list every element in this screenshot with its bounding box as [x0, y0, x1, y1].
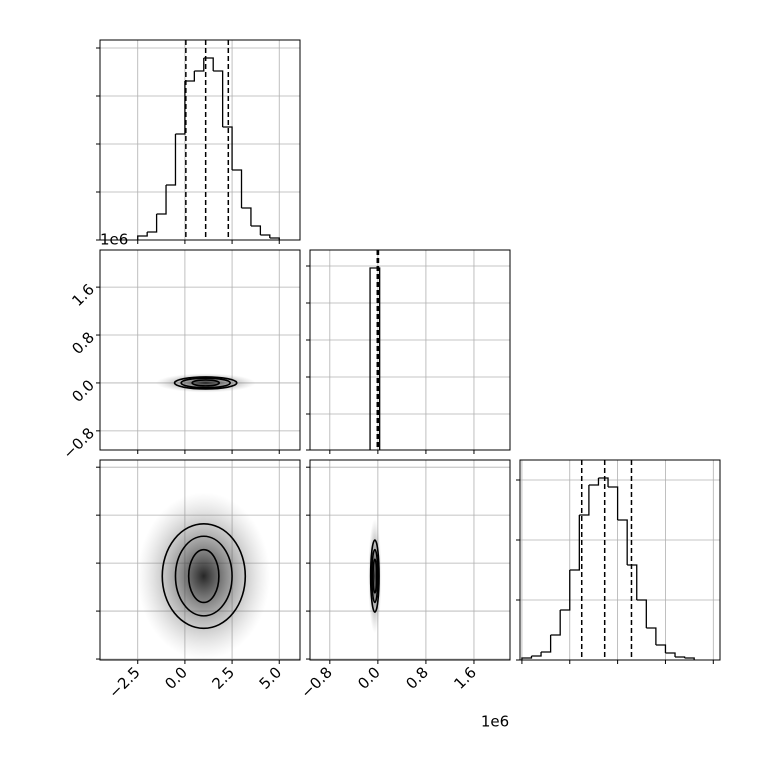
contour [187, 548, 220, 604]
panel [96, 39, 301, 244]
panel-frame [99, 459, 301, 661]
hist-step [588, 478, 600, 486]
panel-frame [519, 459, 721, 661]
density-cloud [137, 492, 271, 660]
hist-step [147, 214, 158, 233]
panel: −0.8 0.0 0.8 1.6 1e6 [60, 231, 301, 463]
hist-step [627, 564, 638, 600]
panel [516, 459, 721, 664]
hist-step [646, 627, 657, 645]
contour [191, 379, 221, 387]
x-tick-label: 0.0 [161, 663, 191, 693]
hist-step [137, 232, 148, 240]
hist-step [250, 225, 262, 235]
panel-frame [99, 249, 301, 451]
density-cloud [155, 373, 256, 393]
hist-step [232, 169, 243, 208]
panel-frame [309, 249, 511, 451]
contour [174, 535, 233, 617]
y-tick-label: 0.8 [68, 328, 98, 358]
y-tick-label: 0.0 [68, 376, 98, 406]
hist-step [184, 71, 195, 82]
offset-text: 1e6 [100, 231, 128, 249]
y-tick-label: −0.8 [60, 424, 98, 462]
hist-step [636, 599, 647, 628]
contour [371, 548, 379, 604]
hist-step [260, 234, 271, 238]
contour [161, 522, 247, 630]
hist-step [175, 81, 186, 135]
density-cloud [368, 518, 382, 634]
hist-step [675, 656, 686, 658]
hist-step [655, 644, 667, 653]
hist-step [617, 519, 628, 565]
panel-frame [309, 459, 511, 661]
hist-step [550, 610, 561, 636]
hist-step [156, 185, 167, 215]
x-tick-label: −0.8 [297, 663, 335, 701]
panel: −0.8 0.0 0.8 1.6 1e6 [297, 459, 511, 731]
hist-step [521, 656, 533, 660]
hist-step [579, 485, 590, 516]
x-tick-label: −2.5 [105, 663, 143, 701]
x-tick-label: 1.6 [450, 663, 480, 693]
panel [306, 249, 511, 454]
hist-step [203, 57, 214, 71]
hist-step [665, 652, 676, 657]
contour [369, 539, 380, 613]
panel-frame [99, 39, 301, 241]
hist-step [531, 652, 542, 657]
hist-step [213, 70, 224, 127]
hist-step [541, 635, 552, 653]
hist-step [369, 267, 381, 450]
hist-step [598, 477, 609, 487]
hist-step [194, 58, 205, 72]
hist-step [608, 486, 619, 520]
y-tick-label: 1.6 [68, 280, 98, 310]
x-tick-label: 2.5 [208, 663, 238, 693]
panel: −2.5 0.0 2.5 5.0 [96, 459, 301, 702]
hist-step [560, 570, 571, 611]
hist-step [684, 657, 695, 660]
hist-step [241, 207, 252, 226]
x-tick-label: 0.8 [402, 663, 432, 693]
contour [180, 377, 231, 389]
hist-step [569, 515, 580, 571]
hist-step [222, 126, 233, 170]
x-tick-label: 0.0 [354, 663, 384, 693]
hist-step [166, 134, 177, 186]
hist-step [269, 237, 280, 240]
x-tick-label: 5.0 [256, 663, 286, 693]
contour [372, 558, 378, 594]
offset-text: 1e6 [481, 713, 509, 731]
contour [173, 376, 238, 390]
